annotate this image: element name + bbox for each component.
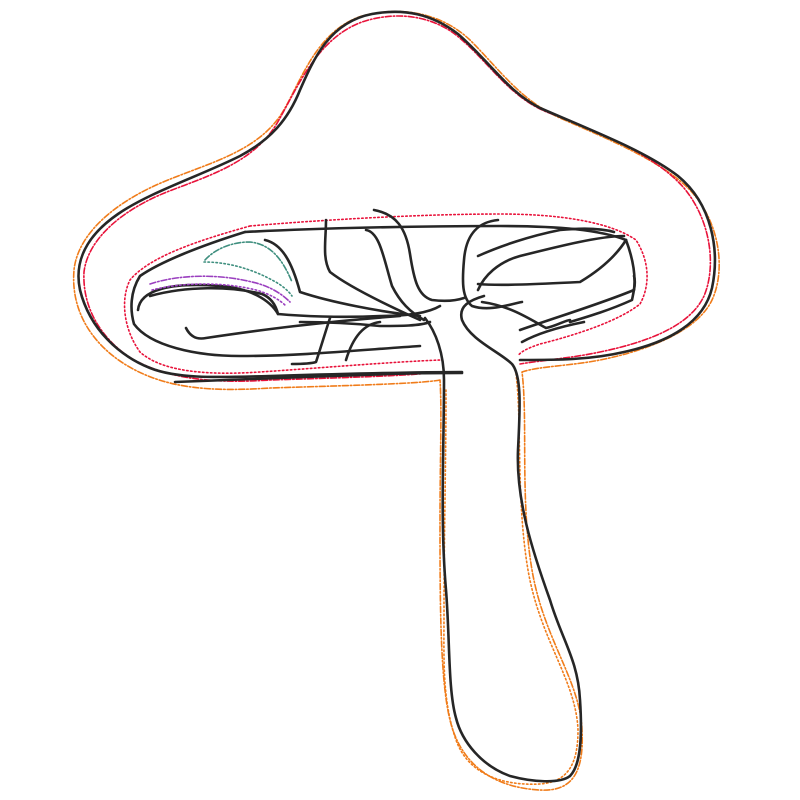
gill-line [476,238,628,287]
cap-lip-inner [148,286,280,316]
gill-line [476,227,616,258]
gill-hanger [344,320,382,362]
gill-hanger [298,320,432,328]
cap-lip-lower [184,314,402,340]
gill-line [323,218,422,322]
cap-outline [77,10,717,379]
stem-left-outline [423,316,572,783]
gill-underside-left [130,230,422,358]
gill-rim-red-trace [249,213,648,357]
gill-line [372,208,466,303]
stem-orange-trace [443,373,579,785]
cap-lower-rim [173,371,464,384]
gill-underside-top [243,224,628,242]
gill-line [480,300,572,330]
gill-line [520,320,586,344]
gill-line [364,228,426,322]
gill-teal-trace [204,241,293,283]
gill-underside-right [518,238,636,332]
gill-purple-trace [149,275,291,303]
gill-rim-red-trace-lower [123,225,441,374]
gill-teal-trace-2 [203,261,293,297]
outer-orange-trace [72,10,720,791]
gill-line [461,218,524,310]
stem-right-outline [459,294,583,778]
gill-line [263,238,422,318]
gill-line [476,234,626,292]
gill-hanger [290,316,332,366]
gill-line [568,274,637,324]
gill-purple-trace-2 [151,283,287,307]
